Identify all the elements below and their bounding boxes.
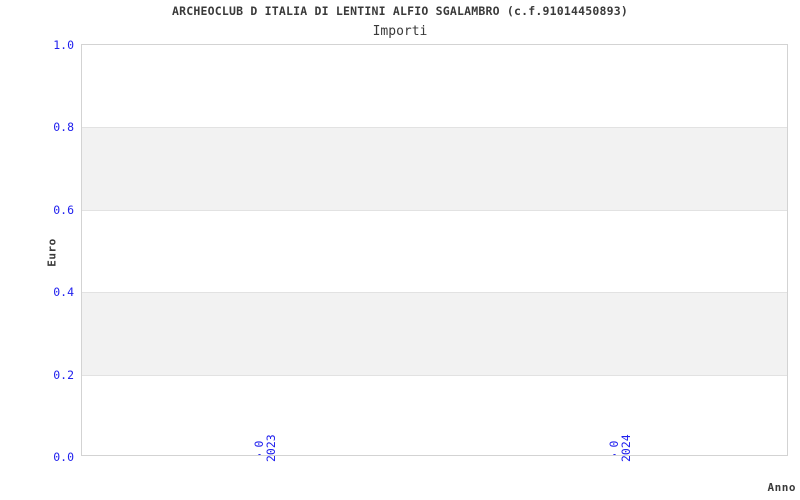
gridline-0.6 — [82, 210, 787, 211]
y-tick-0.4: 0.4 — [53, 285, 74, 299]
plot-band-upper — [82, 127, 787, 210]
x-tick-2024-text: 2024 — [619, 434, 633, 462]
data-marker-2023 — [258, 454, 261, 455]
y-tick-0.0: 0.0 — [53, 450, 74, 464]
y-axis-label: Euro — [44, 222, 60, 282]
gridline-0.2 — [82, 375, 787, 376]
gridline-0.8 — [82, 127, 787, 128]
gridline-0.4 — [82, 292, 787, 293]
plot-band-lower — [82, 292, 787, 375]
data-marker-2024 — [613, 454, 616, 455]
chart-title: ARCHEOCLUB D ITALIA DI LENTINI ALFIO SGA… — [172, 4, 628, 18]
y-axis-tick-labels: 1.0 0.8 0.6 0.4 0.2 0.0 — [0, 0, 74, 500]
y-axis-label-text: Euro — [45, 238, 59, 267]
y-tick-0.6: 0.6 — [53, 203, 74, 217]
y-tick-0.2: 0.2 — [53, 368, 74, 382]
y-tick-0.8: 0.8 — [53, 120, 74, 134]
chart-subtitle: Importi — [372, 24, 428, 39]
plot-area — [81, 44, 788, 456]
x-tick-2023-text: 2023 — [264, 434, 278, 462]
y-tick-1.0: 1.0 — [53, 38, 74, 52]
x-axis-label: Anno — [767, 481, 796, 494]
